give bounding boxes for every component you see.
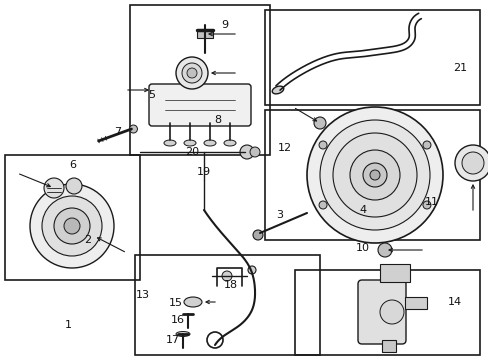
- Text: 21: 21: [452, 63, 466, 73]
- Circle shape: [319, 120, 429, 230]
- Circle shape: [44, 178, 64, 198]
- Text: 11: 11: [424, 197, 438, 207]
- Bar: [264, 110, 479, 240]
- Text: 18: 18: [224, 280, 238, 290]
- Bar: [5, 155, 140, 280]
- Ellipse shape: [224, 140, 236, 146]
- Text: 13: 13: [136, 290, 150, 300]
- Circle shape: [54, 208, 90, 244]
- Circle shape: [369, 170, 379, 180]
- Text: 3: 3: [276, 210, 283, 220]
- Bar: [135, 255, 319, 355]
- Circle shape: [306, 107, 442, 243]
- Text: 6: 6: [69, 160, 76, 170]
- Circle shape: [30, 184, 114, 268]
- Bar: [130, 5, 269, 155]
- Circle shape: [176, 57, 207, 89]
- Circle shape: [222, 271, 231, 281]
- Bar: [294, 270, 479, 355]
- Text: 16: 16: [171, 315, 184, 325]
- Bar: [381, 340, 395, 352]
- Bar: [197, 30, 213, 38]
- Text: 5: 5: [148, 90, 155, 100]
- Text: 20: 20: [184, 147, 199, 157]
- Text: 17: 17: [165, 335, 180, 345]
- Ellipse shape: [176, 332, 190, 337]
- Ellipse shape: [203, 140, 216, 146]
- Circle shape: [186, 68, 197, 78]
- Circle shape: [64, 218, 80, 234]
- Circle shape: [422, 201, 430, 209]
- Bar: [264, 10, 479, 105]
- Bar: [404, 297, 426, 309]
- Text: 19: 19: [197, 167, 211, 177]
- Text: 4: 4: [359, 205, 366, 215]
- Text: 7: 7: [114, 127, 122, 137]
- Circle shape: [240, 145, 253, 159]
- Text: 10: 10: [355, 243, 369, 253]
- Circle shape: [129, 125, 137, 133]
- Circle shape: [66, 178, 82, 194]
- Text: 8: 8: [214, 115, 221, 125]
- Ellipse shape: [183, 140, 196, 146]
- Text: 12: 12: [277, 143, 291, 153]
- Text: 14: 14: [447, 297, 461, 307]
- FancyBboxPatch shape: [357, 280, 405, 344]
- Circle shape: [461, 152, 483, 174]
- Circle shape: [318, 201, 326, 209]
- Circle shape: [252, 230, 263, 240]
- Ellipse shape: [183, 297, 202, 307]
- Circle shape: [362, 163, 386, 187]
- Circle shape: [249, 147, 260, 157]
- Circle shape: [454, 145, 488, 181]
- Ellipse shape: [163, 140, 176, 146]
- Circle shape: [318, 141, 326, 149]
- Circle shape: [247, 266, 256, 274]
- Text: 2: 2: [84, 235, 91, 245]
- Text: 15: 15: [169, 298, 183, 308]
- Text: 1: 1: [64, 320, 71, 330]
- Circle shape: [332, 133, 416, 217]
- Circle shape: [377, 243, 391, 257]
- Text: 9: 9: [221, 20, 228, 30]
- Circle shape: [379, 300, 403, 324]
- Bar: [379, 264, 409, 282]
- Circle shape: [349, 150, 399, 200]
- Circle shape: [313, 117, 325, 129]
- Ellipse shape: [272, 86, 283, 94]
- Circle shape: [182, 63, 202, 83]
- Circle shape: [42, 196, 102, 256]
- Circle shape: [422, 141, 430, 149]
- FancyBboxPatch shape: [149, 84, 250, 126]
